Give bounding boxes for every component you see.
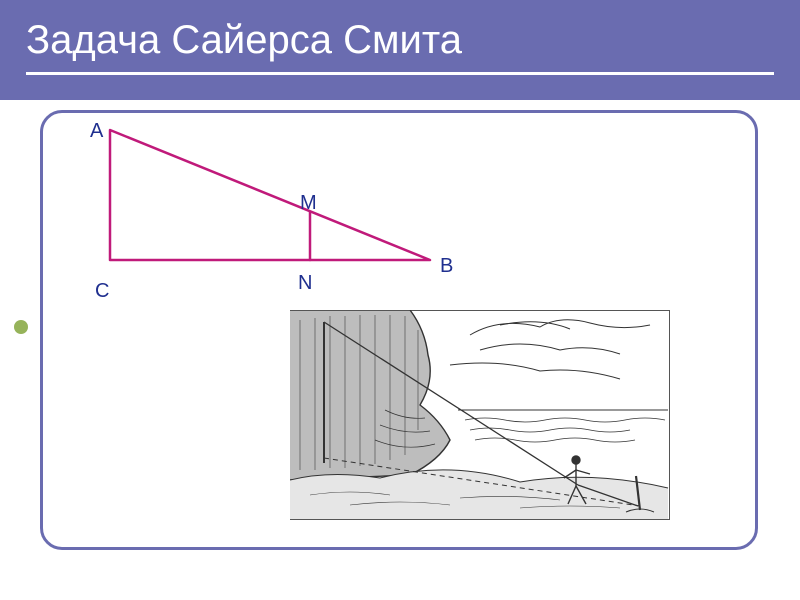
triangle-diagram xyxy=(70,120,450,300)
label-m: M xyxy=(300,192,317,215)
label-b: B xyxy=(440,255,453,278)
bullet-icon xyxy=(14,320,28,334)
slide-title: Задача Сайерса Смита xyxy=(26,18,774,62)
header-rule xyxy=(26,72,774,75)
label-a: A xyxy=(90,120,103,143)
label-n: N xyxy=(298,272,312,295)
slide-header: Задача Сайерса Смита xyxy=(0,0,800,100)
label-c: C xyxy=(95,280,109,303)
illustration xyxy=(290,310,670,520)
slide: Задача Сайерса Смита A C B M N xyxy=(0,0,800,600)
illustration-svg xyxy=(290,310,670,520)
